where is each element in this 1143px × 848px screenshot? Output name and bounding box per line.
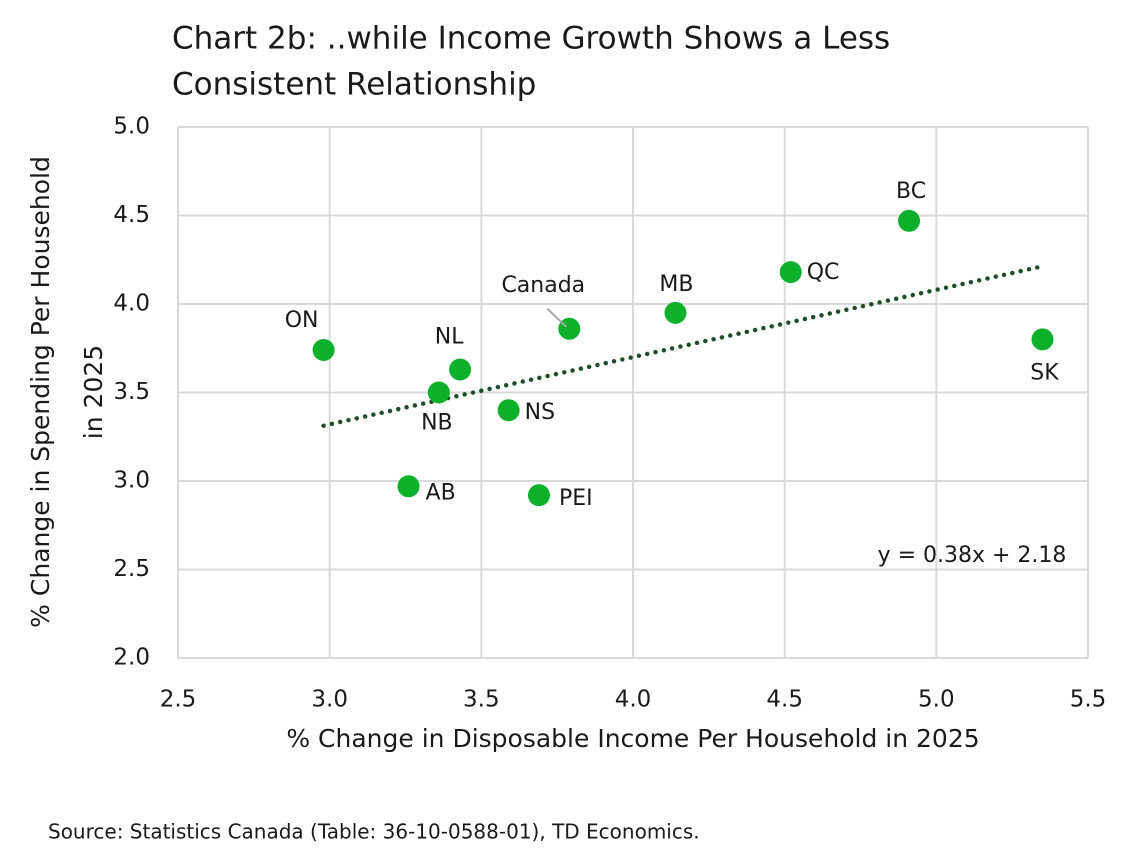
y-tick-label: 3.5 (113, 379, 150, 405)
y-tick-label: 3.0 (113, 468, 150, 494)
x-tick-label: 2.5 (160, 687, 197, 713)
source-note: Source: Statistics Canada (Table: 36-10-… (48, 820, 700, 844)
point (779, 261, 802, 284)
point-label: NS (525, 400, 555, 425)
point (397, 475, 420, 498)
chart-title: Consistent Relationship (172, 67, 536, 103)
point-label: PEI (559, 486, 593, 511)
y-tick-label: 2.0 (113, 645, 150, 671)
point-label: NB (421, 411, 453, 436)
x-tick-label: 5.0 (918, 687, 955, 713)
point-label: Canada (501, 273, 585, 298)
point (449, 358, 472, 381)
y-axis-label-line: % Change in Spending Per Household (26, 156, 55, 628)
point (664, 301, 687, 324)
point-label: ON (285, 308, 319, 333)
x-tick-label: 3.5 (463, 687, 500, 713)
point (527, 484, 550, 507)
x-axis-label: % Change in Disposable Income Per Househ… (286, 724, 979, 753)
point-label: QC (807, 260, 840, 285)
point-label: SK (1030, 360, 1059, 385)
point (427, 381, 450, 404)
point (497, 399, 520, 422)
point-label: MB (659, 272, 693, 297)
leader-line (546, 308, 567, 328)
point-label: NL (435, 324, 464, 349)
chart-title: Chart 2b: ..while Income Growth Shows a … (172, 21, 890, 57)
x-tick-label: 4.5 (766, 687, 803, 713)
point (898, 209, 921, 232)
y-tick-label: 4.5 (113, 202, 150, 228)
y-axis-label-line: in 2025 (79, 345, 108, 439)
trendline (321, 264, 1045, 428)
y-axis-label: % Change in Spending Per Household in 20… (26, 156, 108, 628)
trendline-label: y = 0.38x + 2.18 (878, 543, 1067, 568)
y-tick-label: 5.0 (113, 114, 150, 140)
x-tick-label: 4.0 (615, 687, 652, 713)
y-tick-label: 4.0 (113, 291, 150, 317)
point (1031, 328, 1054, 351)
y-tick-label: 2.5 (113, 556, 150, 582)
point-label: AB (426, 480, 456, 505)
x-tick-label: 3.0 (311, 687, 348, 713)
x-tick-label: 5.5 (1070, 687, 1107, 713)
point-label: BC (896, 179, 926, 204)
point (312, 339, 335, 362)
